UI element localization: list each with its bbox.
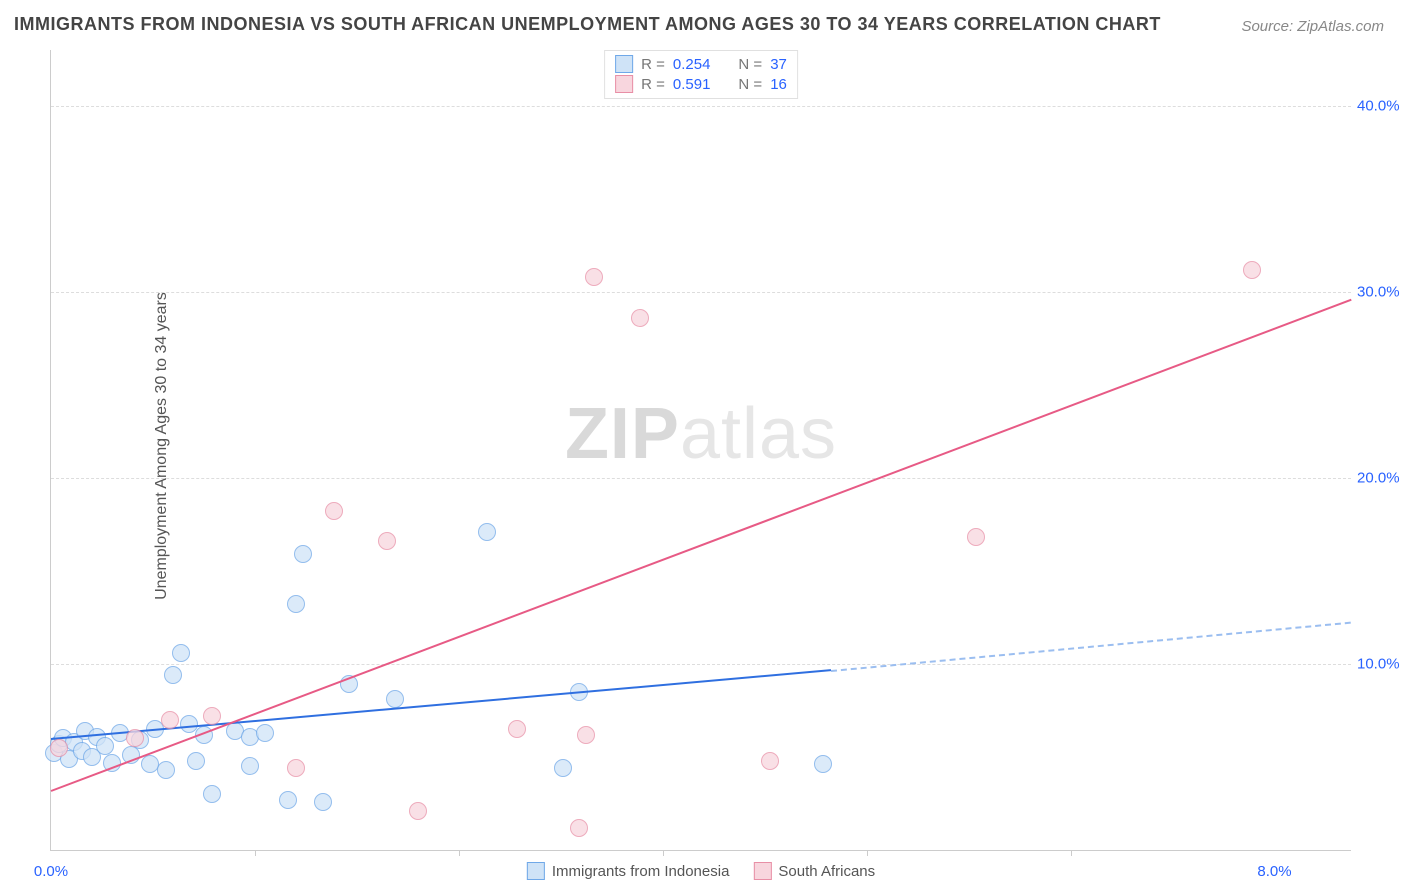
data-point [378,532,396,550]
x-tick-label: 0.0% [34,863,68,880]
x-minor-tick [1071,850,1072,856]
data-point [126,729,144,747]
data-point [1243,261,1261,279]
chart-title: IMMIGRANTS FROM INDONESIA VS SOUTH AFRIC… [14,14,1161,35]
x-minor-tick [663,850,664,856]
chart-container: IMMIGRANTS FROM INDONESIA VS SOUTH AFRIC… [0,0,1406,892]
gridline [51,106,1351,107]
data-point [50,739,68,757]
data-point [203,785,221,803]
data-point [631,309,649,327]
r-value-b: 0.591 [673,76,711,93]
data-point [294,545,312,563]
data-point [508,720,526,738]
data-point [256,724,274,742]
watermark-light: atlas [680,394,837,474]
data-point [241,757,259,775]
n-label-a: N = [738,56,762,73]
data-point [577,726,595,744]
source-label: Source: ZipAtlas.com [1241,18,1384,35]
data-point [203,707,221,725]
data-point [967,528,985,546]
swatch-series-b-bottom [753,862,771,880]
correlation-legend: R = 0.254 N = 37 R = 0.591 N = 16 [604,50,798,99]
watermark-bold: ZIP [565,394,680,474]
data-point [164,666,182,684]
x-minor-tick [255,850,256,856]
gridline [51,664,1351,665]
plot-area: ZIPatlas R = 0.254 N = 37 R = 0.591 N = … [50,50,1351,851]
gridline [51,292,1351,293]
watermark: ZIPatlas [565,393,837,475]
y-tick-label: 10.0% [1357,655,1406,672]
legend-row-series-b: R = 0.591 N = 16 [615,74,787,94]
swatch-series-a-bottom [527,862,545,880]
data-point [172,644,190,662]
data-point [279,791,297,809]
trend-line [51,299,1352,792]
data-point [325,502,343,520]
x-minor-tick [459,850,460,856]
data-point [187,752,205,770]
data-point [287,595,305,613]
y-tick-label: 30.0% [1357,283,1406,300]
data-point [314,793,332,811]
r-value-a: 0.254 [673,56,711,73]
data-point [570,819,588,837]
data-point [161,711,179,729]
swatch-series-b [615,75,633,93]
gridline [51,478,1351,479]
r-label-a: R = [641,56,665,73]
x-minor-tick [867,850,868,856]
data-point [814,755,832,773]
data-point [96,737,114,755]
n-label-b: N = [738,76,762,93]
data-point [478,523,496,541]
data-point [554,759,572,777]
n-value-a: 37 [770,56,787,73]
r-label-b: R = [641,76,665,93]
legend-item-series-b: South Africans [753,862,875,880]
series-b-name: South Africans [778,863,875,880]
x-tick-label: 8.0% [1257,863,1291,880]
swatch-series-a [615,55,633,73]
y-tick-label: 40.0% [1357,97,1406,114]
series-a-name: Immigrants from Indonesia [552,863,730,880]
n-value-b: 16 [770,76,787,93]
data-point [409,802,427,820]
data-point [287,759,305,777]
data-point [761,752,779,770]
data-point [386,690,404,708]
series-legend: Immigrants from Indonesia South Africans [527,862,875,880]
legend-row-series-a: R = 0.254 N = 37 [615,54,787,74]
data-point [157,761,175,779]
y-tick-label: 20.0% [1357,469,1406,486]
data-point [585,268,603,286]
legend-item-series-a: Immigrants from Indonesia [527,862,730,880]
